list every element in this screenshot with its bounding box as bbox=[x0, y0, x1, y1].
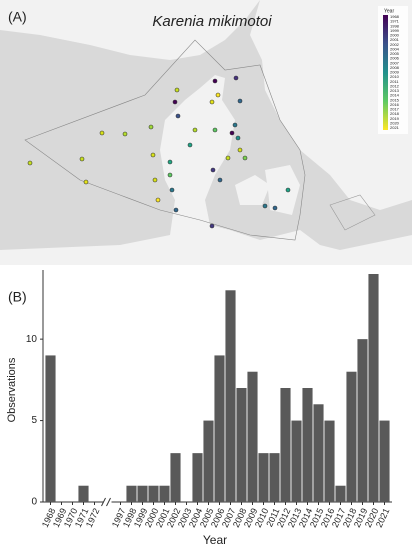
bar bbox=[170, 453, 181, 502]
panel-label: (A) bbox=[8, 9, 27, 25]
legend-label: 2014 bbox=[390, 93, 400, 98]
legend-colorbar bbox=[383, 15, 388, 130]
y-axis-label: Observations bbox=[6, 357, 18, 422]
bar bbox=[225, 290, 236, 502]
legend-label: 2009 bbox=[390, 70, 400, 75]
legend-label: 2011 bbox=[390, 79, 399, 84]
sample-points bbox=[27, 75, 291, 229]
y-tick-label: 5 bbox=[31, 415, 37, 426]
map-title: Karenia mikimotoi bbox=[152, 13, 272, 30]
bar bbox=[159, 485, 170, 502]
legend-label: 2008 bbox=[390, 65, 400, 70]
y-tick-label: 10 bbox=[26, 334, 38, 345]
bar bbox=[379, 420, 390, 502]
bar bbox=[346, 371, 357, 502]
legend-label: 2005 bbox=[390, 51, 400, 56]
land-norway bbox=[0, 0, 260, 60]
area-outline bbox=[329, 194, 376, 231]
legend-label: 2018 bbox=[390, 111, 400, 116]
legend-label: 2016 bbox=[390, 102, 400, 107]
bar bbox=[291, 420, 302, 502]
y-tick-label: 0 bbox=[31, 497, 37, 508]
legend-label: 1971 bbox=[390, 19, 400, 24]
land-sweden bbox=[250, 0, 412, 210]
legend-label: 1999 bbox=[390, 28, 400, 33]
bar bbox=[45, 355, 56, 502]
bar bbox=[247, 371, 258, 502]
map-panel: (A) Karenia mikimotoi Year 1968197119981… bbox=[0, 0, 412, 265]
legend-label: 2002 bbox=[390, 42, 400, 47]
bar bbox=[368, 274, 379, 502]
land-zealand bbox=[265, 165, 300, 215]
bar bbox=[148, 485, 159, 502]
panel-label: (B) bbox=[8, 289, 27, 305]
legend-labels: 1968197119981999200020012002200420052006… bbox=[390, 14, 400, 130]
legend-title: Year bbox=[384, 8, 394, 14]
bar bbox=[137, 485, 148, 502]
bar bbox=[236, 388, 247, 502]
bar bbox=[258, 453, 269, 502]
bar bbox=[302, 388, 313, 502]
bar bbox=[203, 420, 214, 502]
bar bbox=[313, 404, 324, 502]
bar bbox=[126, 485, 137, 502]
legend-label: 1998 bbox=[390, 23, 400, 28]
legend-label: 2012 bbox=[390, 83, 400, 88]
bar bbox=[280, 388, 291, 502]
bar bbox=[269, 453, 280, 502]
legend-label: 2013 bbox=[390, 88, 400, 93]
bar-chart: (B) Observations Year 051019681969197019… bbox=[6, 270, 392, 547]
legend-label: 2019 bbox=[390, 116, 400, 121]
legend-label: 2021 bbox=[390, 125, 400, 130]
legend-label: 2017 bbox=[390, 107, 400, 112]
land-funen bbox=[235, 175, 270, 205]
study-area bbox=[24, 39, 306, 241]
bar bbox=[324, 420, 335, 502]
legend-label: 2015 bbox=[390, 97, 400, 102]
bar bbox=[357, 339, 368, 502]
legend-label: 2020 bbox=[390, 120, 400, 125]
legend-label: 2006 bbox=[390, 56, 400, 61]
legend-label: 2004 bbox=[390, 46, 400, 51]
legend-label: 2000 bbox=[390, 33, 400, 38]
legend-label: 2010 bbox=[390, 74, 400, 79]
x-axis-label: Year bbox=[203, 533, 227, 547]
land-jutland-germany bbox=[0, 75, 412, 265]
axis-break bbox=[106, 497, 111, 507]
bar bbox=[192, 453, 203, 502]
bar bbox=[214, 355, 225, 502]
bar bbox=[335, 485, 346, 502]
bar bbox=[78, 485, 89, 502]
axis-break bbox=[101, 497, 106, 507]
legend-label: 2007 bbox=[390, 60, 400, 65]
legend-label: 1968 bbox=[390, 14, 400, 19]
legend-label: 2001 bbox=[390, 37, 400, 42]
